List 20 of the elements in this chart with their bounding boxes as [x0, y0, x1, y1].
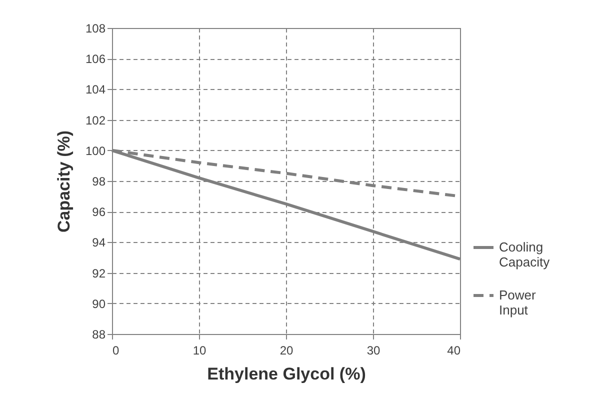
y-tick-label: 90: [92, 296, 106, 311]
y-tick-label: 108: [85, 22, 106, 36]
y-tick-label: 96: [92, 205, 106, 220]
x-tick-label: 30: [366, 344, 380, 358]
y-tick-label: 88: [92, 328, 106, 342]
x-tick-label: 40: [447, 344, 461, 358]
y-tick-label: 100: [85, 144, 106, 158]
y-tick-label: 106: [85, 52, 106, 66]
legend-label: Power Input: [499, 288, 537, 318]
y-tick-label: 102: [85, 113, 106, 128]
x-tick-label: 10: [192, 344, 206, 358]
y-axis-title: Capacity (%): [54, 130, 74, 233]
x-tick-label: 20: [280, 344, 294, 358]
y-tick-label: 98: [92, 174, 106, 188]
x-axis-title: Ethylene Glycol (%): [207, 364, 366, 384]
y-tick-label: 94: [92, 236, 106, 250]
y-tick-label: 104: [85, 82, 106, 97]
x-tick-label: 0: [112, 344, 120, 358]
y-tick-label: 92: [92, 266, 106, 280]
legend-label: Cooling Capacity: [499, 240, 550, 270]
